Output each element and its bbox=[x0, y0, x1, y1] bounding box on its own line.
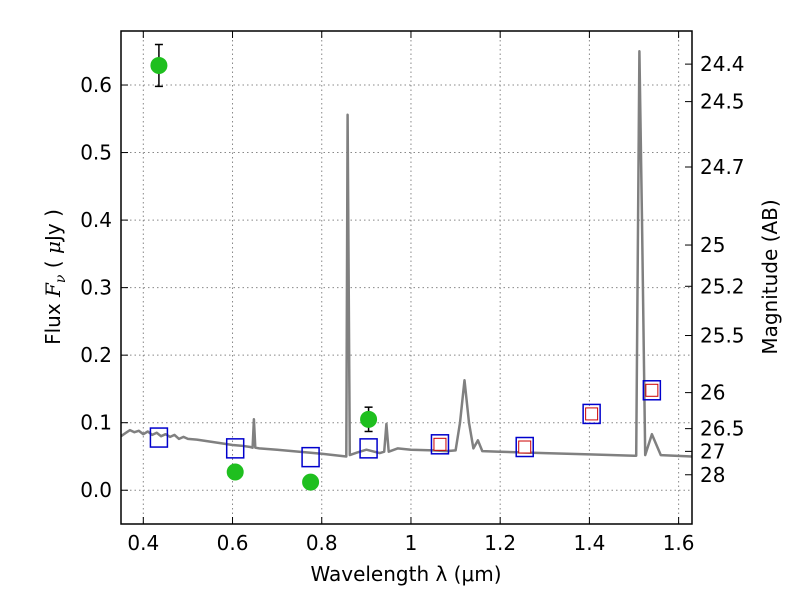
y-axis-title-unit: ( bbox=[41, 254, 65, 275]
model-photometry-marker bbox=[430, 434, 450, 455]
x-tick-label: 1.6 bbox=[663, 531, 695, 555]
y-tick-label: 0.0 bbox=[80, 478, 112, 502]
y-axis-title-text: Flux bbox=[41, 297, 65, 345]
y-tick-label: 0.5 bbox=[80, 141, 112, 165]
y2-tick-label: 26.5 bbox=[700, 417, 745, 441]
y2-axis-title: Magnitude (AB) bbox=[758, 199, 782, 354]
y-tick-label: 0.4 bbox=[80, 208, 112, 232]
y-axis-title-mu: μ bbox=[41, 241, 65, 254]
model-photometry-marker bbox=[149, 427, 169, 448]
x-tick-label: 1.2 bbox=[484, 531, 516, 555]
y-axis-title-unit-end: Jy ) bbox=[41, 209, 65, 243]
y2-tick-label: 25 bbox=[700, 233, 725, 257]
observed-flux-point bbox=[226, 463, 244, 481]
y2-tick-label: 24.5 bbox=[700, 90, 745, 114]
model-photometry-marker bbox=[225, 438, 245, 459]
model-spectrum-line bbox=[121, 50, 692, 458]
observed-flux-point bbox=[302, 473, 320, 491]
filter-box-marker bbox=[645, 383, 659, 397]
grid bbox=[121, 31, 692, 524]
x-axis-title: Wavelength λ (μm) bbox=[310, 562, 501, 586]
x-tick-label: 0.8 bbox=[306, 531, 338, 555]
model-photometry-marker bbox=[582, 403, 601, 425]
filter-box-marker bbox=[585, 407, 599, 421]
y2-tick-label: 24.4 bbox=[700, 52, 745, 76]
x-tick-label: 0.4 bbox=[127, 531, 159, 555]
y2-tick-label: 25.5 bbox=[700, 324, 745, 348]
model-photometry-marker bbox=[642, 380, 662, 401]
y2-tick-label: 26 bbox=[700, 381, 725, 405]
x-tick-label: 1.4 bbox=[573, 531, 605, 555]
model-photometry-marker bbox=[359, 438, 378, 459]
plot-frame bbox=[120, 30, 693, 525]
y-axis-title: Flux Fν ( μJy ) bbox=[41, 209, 69, 345]
x-tick-label: 1 bbox=[405, 531, 418, 555]
y-axis-title-subscript: ν bbox=[53, 274, 69, 283]
observed-flux-point bbox=[360, 410, 378, 428]
y2-tick-label: 28 bbox=[700, 463, 725, 487]
x-axis: 0.4 0.6 0.8 1 1.2 1.4 1.6 bbox=[127, 31, 695, 555]
y2-tick-label: 27 bbox=[700, 439, 725, 463]
y-tick-label: 0.3 bbox=[80, 276, 112, 300]
plot-area bbox=[121, 43, 692, 491]
model-photometry-marker bbox=[515, 436, 534, 458]
y2-tick-label: 25.2 bbox=[700, 274, 745, 298]
filter-box-marker bbox=[433, 437, 447, 451]
y-tick-label: 0.2 bbox=[80, 343, 112, 367]
y-tick-label: 0.1 bbox=[80, 411, 112, 435]
filter-box-marker bbox=[518, 440, 532, 454]
y-axis-left: 0.0 0.1 0.2 0.3 0.4 0.5 0.6 bbox=[80, 73, 128, 502]
y-axis-title-symbol: F bbox=[41, 282, 65, 298]
y2-tick-label: 24.7 bbox=[700, 155, 745, 179]
x-tick-label: 0.6 bbox=[217, 531, 249, 555]
observed-flux-point bbox=[150, 56, 168, 74]
model-photometry-marker bbox=[301, 446, 320, 468]
y-tick-label: 0.6 bbox=[80, 73, 112, 97]
